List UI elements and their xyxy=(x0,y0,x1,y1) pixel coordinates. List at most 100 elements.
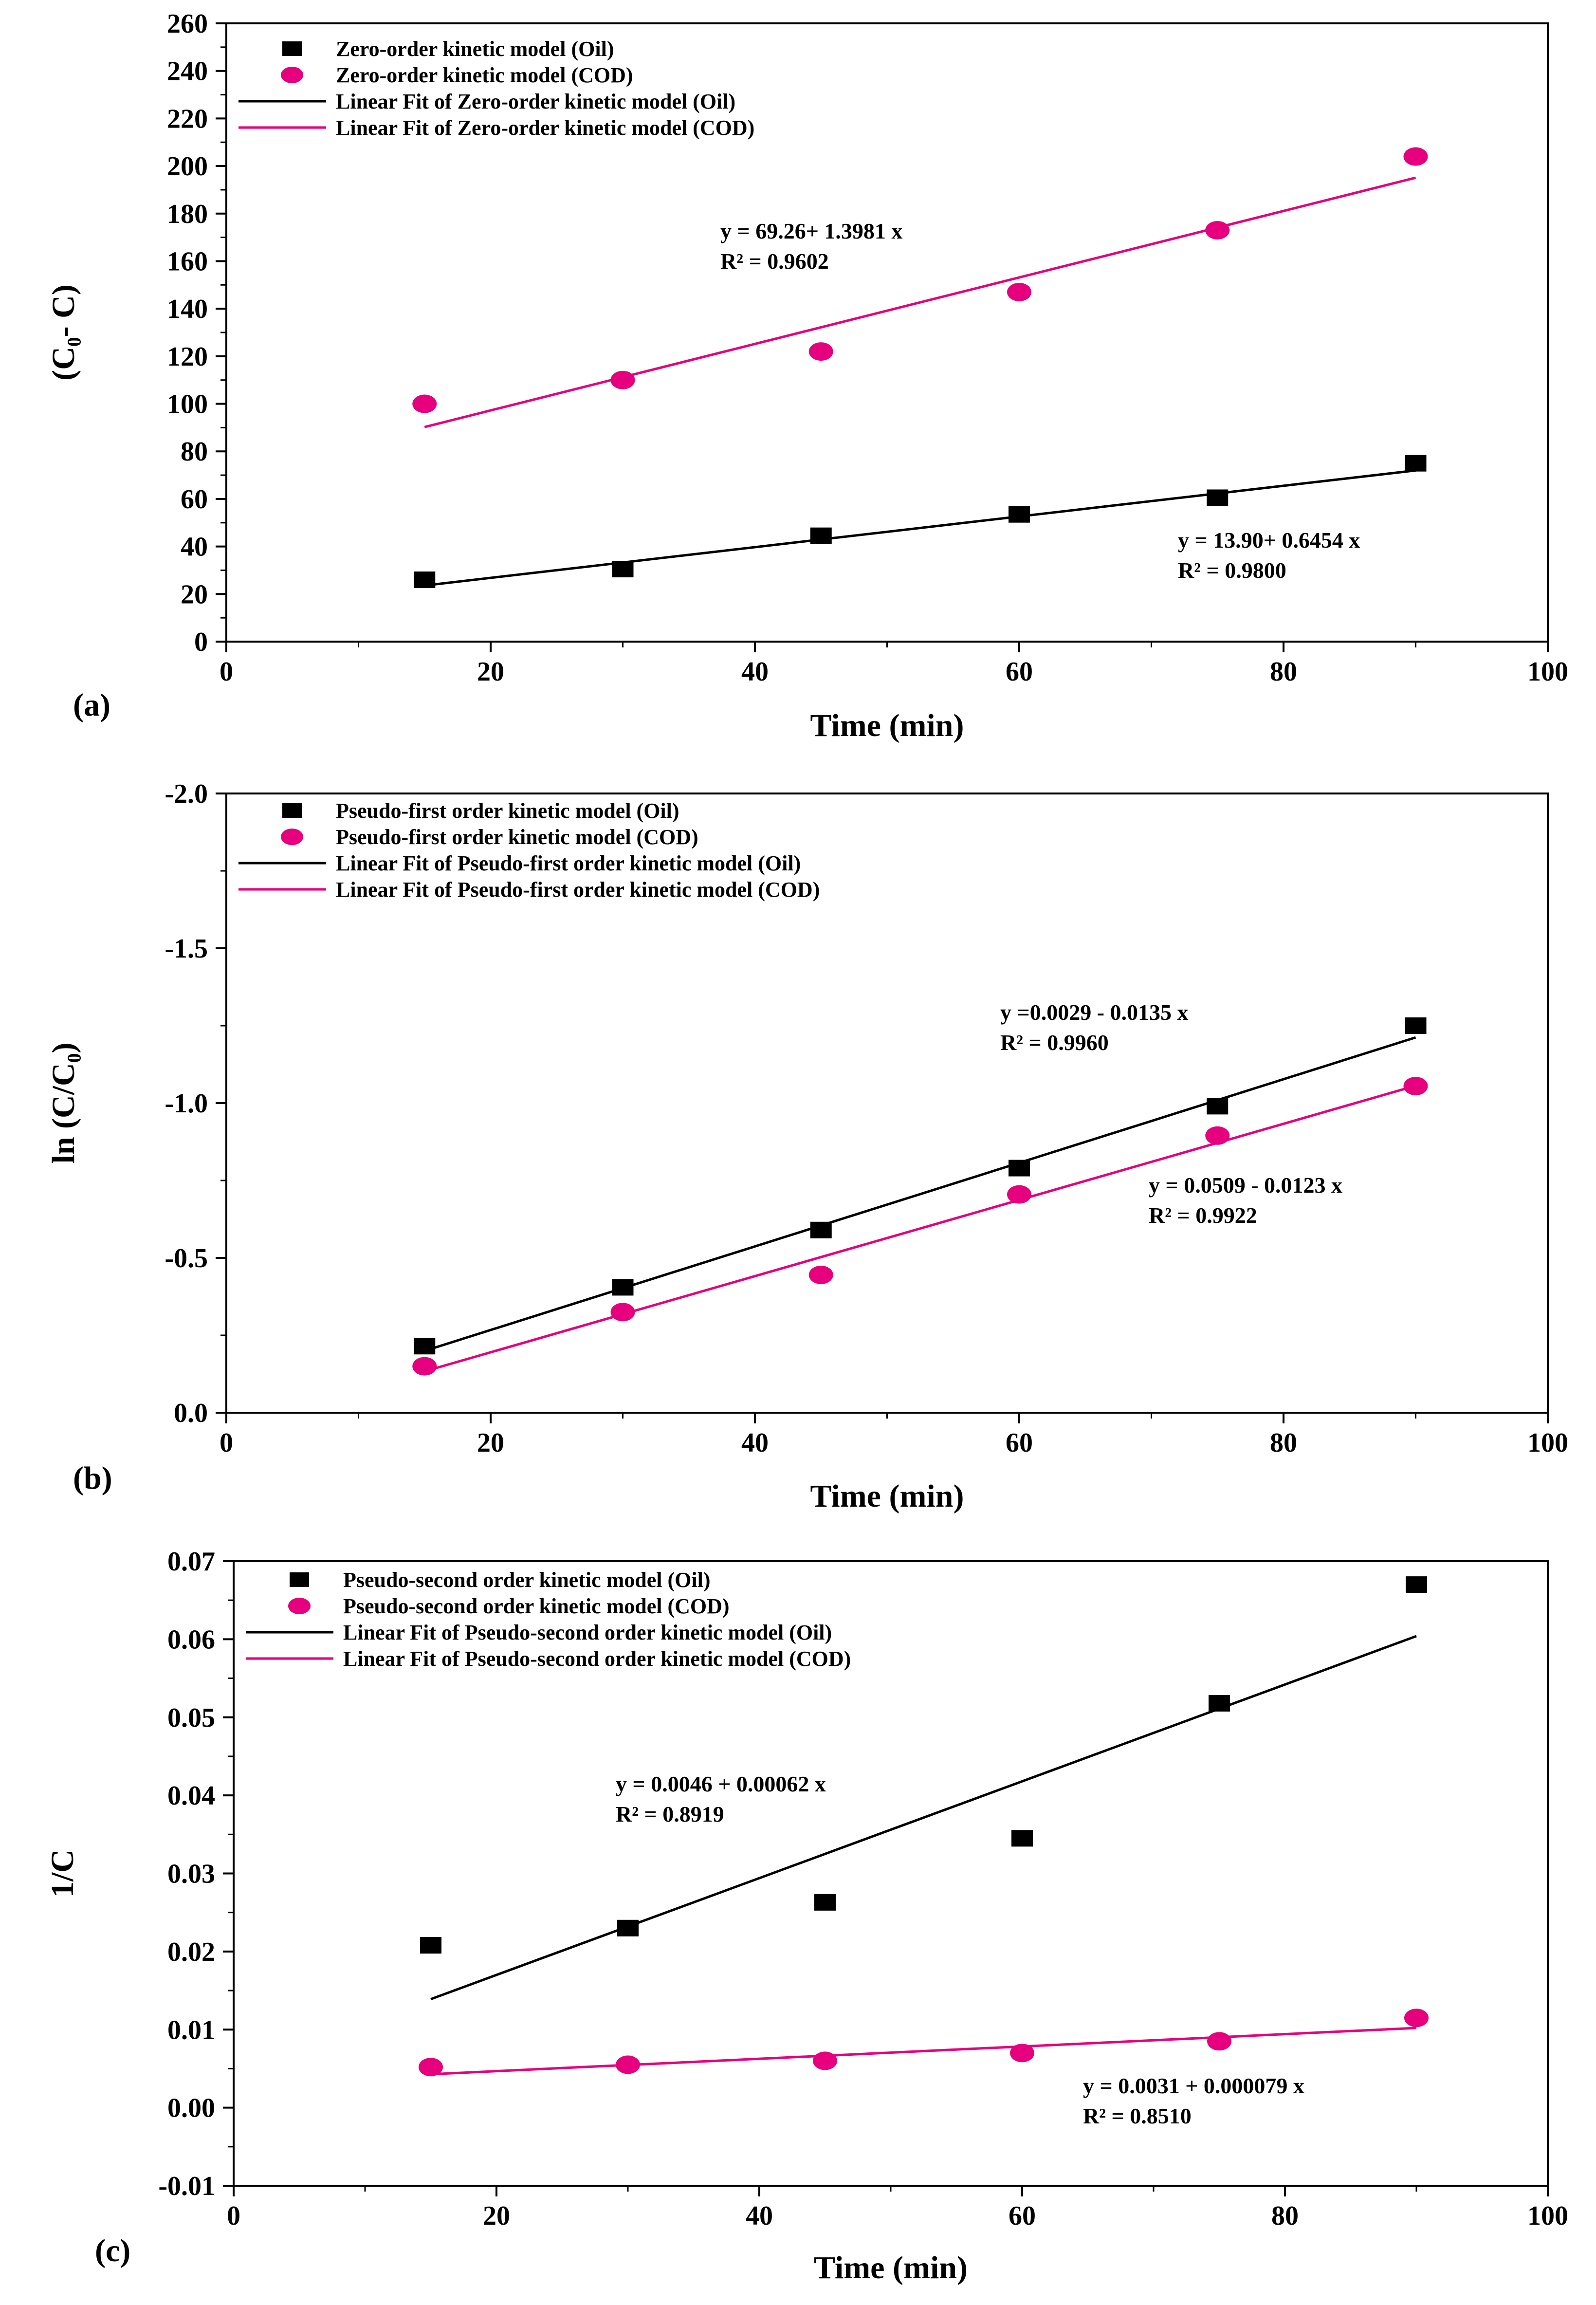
panel-c-fit-r-squared: R² = 0.8919 xyxy=(616,1802,724,1826)
panel-c-legend-label: Linear Fit of Pseudo-second order kineti… xyxy=(343,1621,832,1644)
panel-c-legend-marker-square xyxy=(290,1572,309,1587)
panel-c-y-tick-label: 0.01 xyxy=(167,2015,215,2045)
panel-a-y-tick-label: 0 xyxy=(194,627,208,657)
panel-b-point-cod xyxy=(1205,1126,1230,1145)
panel-a-legend-label: Zero-order kinetic model (Oil) xyxy=(336,37,614,61)
panel-c-x-axis-title: Time (min) xyxy=(814,2250,968,2286)
panel-c-point-oil xyxy=(420,1937,441,1954)
panel-a-y-tick-label: 220 xyxy=(167,104,208,134)
panel-a-y-tick-label: 60 xyxy=(181,484,208,515)
panel-b-point-oil xyxy=(1207,1098,1229,1115)
panel-a-x-tick-label: 0 xyxy=(220,657,233,687)
panel-a-y-axis-title: (C₀- C) xyxy=(46,284,81,381)
panel-b-point-cod xyxy=(1403,1077,1428,1096)
panel-b-point-cod xyxy=(808,1265,833,1284)
panel-c-point-oil xyxy=(617,1919,639,1936)
panel-a-point-cod xyxy=(808,342,833,361)
panel-a-y-tick-label: 140 xyxy=(167,294,208,324)
panel-c-point-oil xyxy=(1011,1830,1033,1847)
panel-b-x-tick-label: 0 xyxy=(220,1428,233,1458)
panel-c-point-cod xyxy=(419,2058,443,2077)
panel-a-fit-equation: y = 69.26+ 1.3981 x xyxy=(720,219,902,243)
panel-c-legend-label: Pseudo-second order kinetic model (Oil) xyxy=(343,1568,710,1592)
panel-a-y-tick-label: 260 xyxy=(167,9,208,39)
panel-c-point-cod xyxy=(1404,2009,1429,2028)
panel-b-point-oil xyxy=(810,1221,832,1238)
panel-a-y-tick-label: 240 xyxy=(167,56,208,87)
panel-b-point-oil xyxy=(414,1338,436,1355)
panel-b-x-tick-label: 100 xyxy=(1527,1428,1568,1458)
panel-b-fit-r-squared: R² = 0.9922 xyxy=(1149,1203,1257,1228)
panel-a-point-cod xyxy=(1205,221,1230,240)
panel-b-y-tick-label: -1.5 xyxy=(165,934,208,964)
panel-c-point-oil xyxy=(1209,1695,1230,1712)
panel-c-y-tick-label: -0.01 xyxy=(158,2171,215,2201)
panel-b-y-tick-label: -0.5 xyxy=(165,1243,208,1273)
panel-b-point-cod xyxy=(610,1303,635,1322)
panel-c-point-oil xyxy=(814,1894,836,1911)
panel-c-x-tick-label: 20 xyxy=(483,2201,510,2231)
panel-c-point-cod xyxy=(1207,2032,1231,2051)
panel-c-x-tick-label: 100 xyxy=(1527,2201,1568,2231)
panel-b-x-tick-label: 60 xyxy=(1006,1428,1033,1458)
panel-b-legend: Pseudo-first order kinetic model (Oil)Ps… xyxy=(238,799,820,902)
panel-a-legend: Zero-order kinetic model (Oil)Zero-order… xyxy=(238,37,754,140)
panel-c-panel-label: (c) xyxy=(95,2233,130,2268)
panel-c-point-cod xyxy=(1010,2044,1034,2063)
panel-b-point-cod xyxy=(412,1357,437,1376)
panel-c-x-tick-label: 0 xyxy=(227,2201,240,2231)
panel-a-y-tick-label: 40 xyxy=(181,532,208,562)
panel-a-legend-marker-square xyxy=(282,41,302,56)
panel-c-fit-line-oil xyxy=(430,1635,1417,2001)
panel-b-x-tick-label: 20 xyxy=(477,1428,504,1458)
panel-b-fit-r-squared: R² = 0.9960 xyxy=(1000,1030,1109,1055)
panel-b-x-axis-title: Time (min) xyxy=(810,1478,964,1514)
panel-a-fit-r-squared: R² = 0.9602 xyxy=(720,249,829,274)
panel-c-point-oil xyxy=(1406,1576,1427,1593)
panel-a-legend-label: Zero-order kinetic model (COD) xyxy=(336,63,633,87)
panel-b-point-oil xyxy=(1405,1017,1427,1034)
panel-c-chart: 0 20 40 60 80 100 -0.01 0.00 0.01 0.02 0.03 0.04 0.0… xyxy=(45,1547,1568,2286)
panel-b-fit-line-oil xyxy=(424,1036,1416,1352)
panel-a-legend-label: Linear Fit of Zero-order kinetic model (… xyxy=(336,116,754,140)
panel-c-y-tick-label: 0.02 xyxy=(167,1937,215,1967)
panel-b-y-tick-label: 0.0 xyxy=(174,1398,208,1428)
panel-c-point-cod xyxy=(813,2051,837,2070)
panel-b-y-tick-label: -2.0 xyxy=(165,779,208,809)
panel-b-x-tick-label: 40 xyxy=(741,1428,769,1458)
panel-b-legend-marker-square xyxy=(282,803,302,818)
panel-b-fit-equation: y =0.0029 - 0.0135 x xyxy=(1000,1000,1189,1025)
panel-a-fit-r-squared: R² = 0.9800 xyxy=(1178,558,1286,583)
panel-a-point-oil xyxy=(1405,455,1427,472)
panel-a-point-cod xyxy=(610,370,635,389)
panel-a-point-oil xyxy=(1009,506,1030,523)
panel-a-point-oil xyxy=(612,561,634,578)
panel-b-y-tick-label: -1.0 xyxy=(165,1088,208,1119)
panel-a-fit-equation: y = 13.90+ 0.6454 x xyxy=(1178,528,1360,553)
panel-c-y-axis-title: 1/C xyxy=(45,1849,80,1898)
panel-b-legend-label: Pseudo-first order kinetic model (Oil) xyxy=(336,799,679,823)
panel-c-x-tick-label: 80 xyxy=(1271,2201,1299,2231)
panel-a-x-tick-label: 80 xyxy=(1270,657,1297,687)
panel-a-x-tick-label: 20 xyxy=(477,657,504,687)
panel-a-y-tick-label: 200 xyxy=(167,151,208,182)
panel-a-x-axis-title: Time (min) xyxy=(810,708,964,743)
panel-a-x-tick-label: 60 xyxy=(1006,657,1033,687)
panel-c-fit-r-squared: R² = 0.8510 xyxy=(1083,2103,1192,2128)
panel-a-fit-line-cod xyxy=(424,176,1416,428)
panel-c-x-tick-label: 60 xyxy=(1009,2201,1036,2231)
panel-a-legend-marker-circle xyxy=(281,67,303,83)
panel-a-point-cod xyxy=(1403,147,1428,166)
panel-b-point-cod xyxy=(1007,1185,1031,1204)
panel-a-chart: 0 20 40 60 80 100 0 20 40 60 80 100 120 140 160 180 200 2… xyxy=(46,9,1568,743)
panel-c-y-tick-label: 0.03 xyxy=(167,1859,215,1889)
panel-b-point-oil xyxy=(1009,1160,1030,1177)
panel-a-y-tick-label: 180 xyxy=(167,199,208,229)
panel-c-legend-label: Pseudo-second order kinetic model (COD) xyxy=(343,1594,730,1618)
panel-a-point-cod xyxy=(1007,282,1031,301)
panel-c-fit-equation: y = 0.0031 + 0.000079 x xyxy=(1083,2073,1304,2098)
panel-c-legend-label: Linear Fit of Pseudo-second order kineti… xyxy=(343,1647,851,1671)
panel-a-y-tick-label: 100 xyxy=(167,389,208,420)
panel-a-fit-line-oil xyxy=(424,469,1416,587)
